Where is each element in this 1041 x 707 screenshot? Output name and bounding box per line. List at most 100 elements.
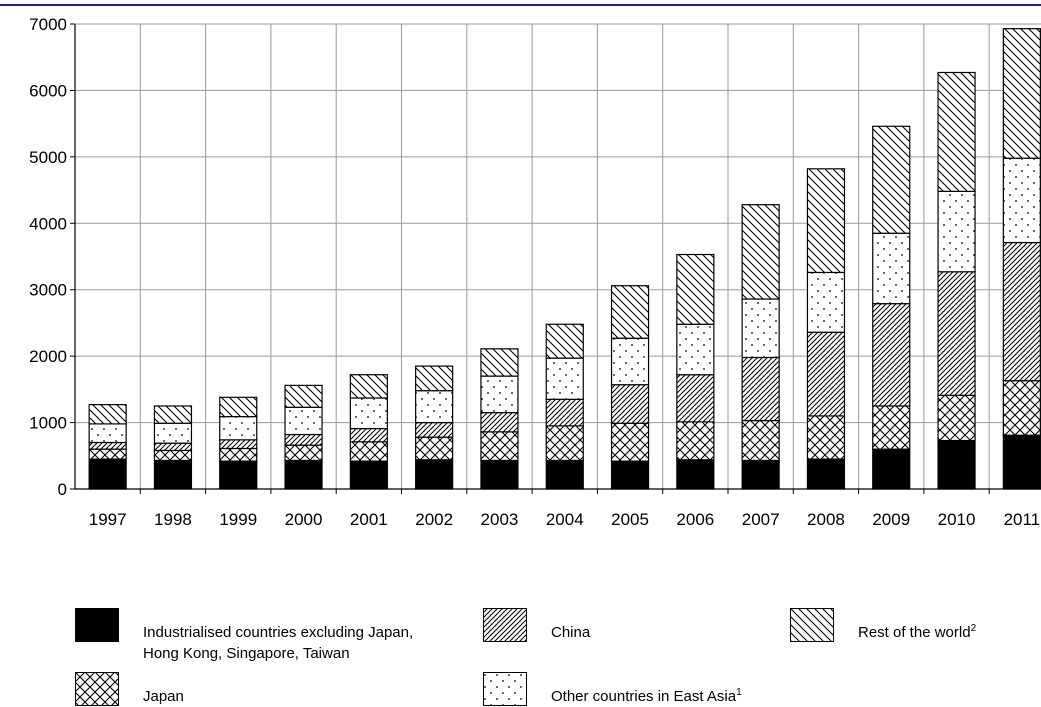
bar-segment-forward-diagonal-2005 bbox=[610, 384, 650, 424]
x-tick-label: 2006 bbox=[676, 510, 714, 529]
bar-segment-forward-diagonal-2007 bbox=[741, 356, 780, 422]
bar-segment-solid-black-2003 bbox=[480, 459, 519, 490]
bar-segment-forward-diagonal-2000 bbox=[284, 433, 323, 446]
bar-segment-cross-hatch-2007 bbox=[741, 419, 780, 462]
bar-segment-backward-diagonal-2004 bbox=[545, 323, 584, 359]
legend-label-text: Rest of the world bbox=[858, 624, 971, 641]
legend-label-rest-of-world: Rest of the world2 bbox=[858, 622, 976, 643]
tick-labels: 0 1000 2000 3000 4000 5000 6000 7000 1997 1998 199… bbox=[29, 15, 1040, 529]
y-tick-label: 7000 bbox=[29, 15, 67, 34]
bar-segment-dots-1998 bbox=[153, 422, 193, 444]
stacked-bar-chart: 0 1000 2000 3000 4000 5000 6000 7000 1997 1998 199… bbox=[29, 15, 1041, 529]
bar-segment-dots-2008 bbox=[806, 271, 846, 333]
legend-label-china: China bbox=[551, 622, 590, 643]
bars bbox=[88, 28, 1041, 490]
y-tick-label: 6000 bbox=[29, 81, 67, 100]
bar-segment-dots-1997 bbox=[88, 423, 127, 444]
bar-segment-backward-diagonal-2010 bbox=[937, 71, 976, 193]
bar-segment-solid-black-1998 bbox=[153, 459, 193, 490]
legend-label-line1: Industrialised countries excluding Japan… bbox=[143, 624, 414, 641]
bar-segment-solid-black-2006 bbox=[676, 459, 715, 490]
bar-segment-dots-2007 bbox=[741, 298, 780, 359]
bar-segment-solid-black-2009 bbox=[872, 448, 911, 490]
y-tick-label: 3000 bbox=[29, 281, 67, 300]
bar-segment-backward-diagonal-2009 bbox=[872, 125, 911, 234]
bar-segment-backward-diagonal-2000 bbox=[284, 384, 323, 408]
legend-label-industrialised: Industrialised countries excluding Japan… bbox=[143, 622, 413, 664]
x-tick-label: 2011 bbox=[1004, 510, 1041, 529]
bar-segment-cross-hatch-1999 bbox=[219, 447, 258, 462]
bar-segment-forward-diagonal-2003 bbox=[480, 412, 519, 433]
bar-segment-cross-hatch-2003 bbox=[480, 431, 519, 462]
legend-label-text: China bbox=[551, 624, 591, 641]
bar-segment-cross-hatch-2001 bbox=[349, 441, 388, 462]
bar-segment-cross-hatch-2004 bbox=[545, 425, 584, 462]
bar-segment-dots-2005 bbox=[610, 337, 650, 386]
legend-label-line2: Hong Kong, Singapore, Taiwan bbox=[143, 645, 350, 662]
x-tick-label: 2009 bbox=[872, 510, 910, 529]
bar-segment-dots-2003 bbox=[480, 375, 519, 414]
bar-segment-backward-diagonal-2005 bbox=[610, 285, 650, 339]
bar-segment-backward-diagonal-2006 bbox=[676, 253, 715, 325]
bar-segment-forward-diagonal-2010 bbox=[937, 271, 976, 396]
bar-segment-cross-hatch-2010 bbox=[937, 394, 976, 442]
bar-segment-backward-diagonal-1999 bbox=[219, 396, 258, 418]
bar-segment-cross-hatch-2006 bbox=[676, 421, 715, 461]
bar-segment-backward-diagonal-2007 bbox=[741, 204, 780, 300]
legend-label-other-east-asia: Other countries in East Asia1 bbox=[551, 686, 742, 707]
x-tick-label: 2008 bbox=[807, 510, 845, 529]
x-tick-label: 2000 bbox=[285, 510, 323, 529]
bar-segment-solid-black-2007 bbox=[741, 459, 780, 490]
bar-segment-cross-hatch-1998 bbox=[153, 449, 193, 462]
bar-segment-solid-black-1999 bbox=[219, 460, 258, 490]
bar-segment-dots-2010 bbox=[937, 190, 976, 273]
legend: Industrialised countries excluding Japan… bbox=[0, 600, 1041, 707]
top-rule bbox=[0, 4, 1041, 6]
y-tick-label: 5000 bbox=[29, 148, 67, 167]
legend-swatch-dots bbox=[483, 672, 527, 706]
y-tick-label: 0 bbox=[58, 480, 67, 499]
bar-segment-solid-black-2005 bbox=[610, 460, 650, 490]
legend-swatch-backward-diagonal bbox=[790, 608, 834, 642]
y-tick-label: 2000 bbox=[29, 347, 67, 366]
bar-segment-solid-black-1997 bbox=[88, 458, 127, 490]
bar-segment-solid-black-2002 bbox=[415, 459, 454, 490]
bar-segment-solid-black-2000 bbox=[284, 459, 323, 490]
legend-footnote-mark: 2 bbox=[970, 623, 977, 634]
bar-segment-forward-diagonal-2002 bbox=[415, 421, 454, 438]
bar-segment-solid-black-2001 bbox=[349, 460, 388, 490]
bar-segment-cross-hatch-2011 bbox=[1002, 380, 1041, 436]
bar-segment-forward-diagonal-2011 bbox=[1002, 241, 1041, 382]
legend-label-japan: Japan bbox=[143, 686, 184, 707]
legend-swatch-cross bbox=[75, 672, 119, 706]
x-tick-label: 1998 bbox=[154, 510, 192, 529]
bar-segment-forward-diagonal-2001 bbox=[349, 427, 388, 443]
bar-segment-forward-diagonal-1999 bbox=[219, 439, 258, 450]
legend-label-text: Other countries in East Asia bbox=[551, 688, 737, 705]
x-tick-label: 2004 bbox=[546, 510, 584, 529]
y-tick-label: 4000 bbox=[29, 214, 67, 233]
bar-segment-dots-2002 bbox=[415, 390, 454, 424]
x-tick-label: 2002 bbox=[415, 510, 453, 529]
bar-segment-backward-diagonal-2002 bbox=[415, 365, 454, 392]
bar-segment-backward-diagonal-1998 bbox=[153, 405, 193, 424]
bar-segment-cross-hatch-2009 bbox=[872, 405, 911, 450]
bar-segment-cross-hatch-2008 bbox=[806, 415, 846, 460]
bar-segment-cross-hatch-1997 bbox=[88, 448, 127, 460]
bar-segment-forward-diagonal-1998 bbox=[153, 442, 193, 452]
y-tick-label: 1000 bbox=[29, 414, 67, 433]
legend-swatch-forward-diagonal bbox=[483, 608, 527, 642]
legend-footnote-mark: 1 bbox=[736, 687, 742, 698]
bar-segment-backward-diagonal-2003 bbox=[480, 348, 519, 377]
x-tick-label: 2010 bbox=[938, 510, 976, 529]
bar-segment-forward-diagonal-2004 bbox=[545, 398, 584, 427]
bar-segment-dots-2009 bbox=[872, 232, 911, 305]
x-tick-label: 2001 bbox=[350, 510, 388, 529]
bar-segment-dots-2004 bbox=[545, 357, 584, 400]
bar-segment-backward-diagonal-2001 bbox=[349, 374, 388, 399]
x-tick-label: 2003 bbox=[481, 510, 519, 529]
bar-segment-dots-1999 bbox=[219, 415, 258, 441]
bar-segment-forward-diagonal-2006 bbox=[676, 374, 715, 423]
legend-swatch-solid bbox=[75, 608, 119, 642]
bar-segment-dots-2000 bbox=[284, 406, 323, 436]
